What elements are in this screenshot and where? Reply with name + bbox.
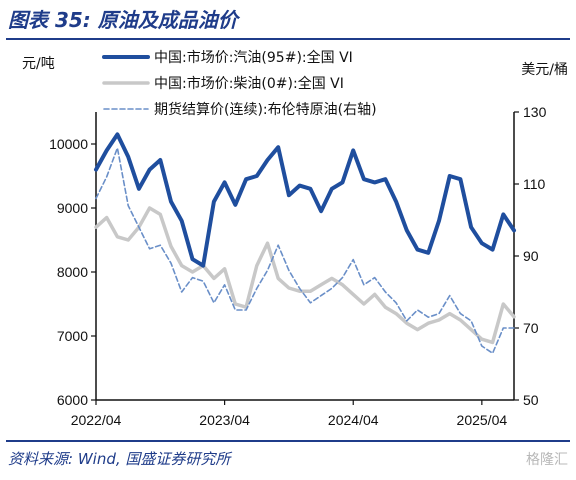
left-axis-unit: 元/吨 bbox=[22, 56, 55, 72]
left-tick-label: 8000 bbox=[57, 264, 88, 280]
legend-label-2: 中国:市场价:柴油(0#):全国 VI bbox=[154, 75, 344, 92]
page-title: 图表 35: 原油及成品油价 bbox=[8, 8, 238, 32]
x-tick-label: 2022/04 bbox=[71, 412, 122, 428]
chart-legend: 中国:市场价:汽油(95#):全国 VI 中国:市场价:柴油(0#):全国 VI 期… bbox=[102, 49, 377, 118]
chart-series bbox=[94, 132, 516, 355]
series-line-3 bbox=[95, 147, 515, 355]
legend-label-1: 中国:市场价:汽油(95#):全国 VI bbox=[154, 49, 353, 66]
left-tick-label: 6000 bbox=[57, 392, 88, 408]
watermark-logo: 格隆汇 bbox=[526, 452, 568, 468]
left-tick-label: 9000 bbox=[57, 200, 88, 216]
right-tick-label: 50 bbox=[523, 392, 539, 408]
series-line-1 bbox=[94, 132, 516, 268]
legend-label-3: 期货结算价(连续):布伦特原油(右轴) bbox=[154, 101, 377, 118]
footer-divider bbox=[6, 440, 570, 442]
right-tick-label: 110 bbox=[523, 176, 546, 192]
chart-axes: 6000 7000 8000 9000 10000 50 70 90 110 130 2022/04… bbox=[49, 104, 547, 428]
series-line-2 bbox=[94, 206, 516, 345]
right-tick-label: 90 bbox=[523, 248, 539, 264]
x-tick-label: 2025/04 bbox=[457, 412, 508, 428]
right-axis-unit: 美元/桶 bbox=[521, 62, 568, 78]
left-tick-label: 10000 bbox=[49, 136, 88, 152]
x-tick-label: 2024/04 bbox=[328, 412, 379, 428]
right-tick-label: 130 bbox=[523, 104, 547, 120]
title-divider bbox=[6, 38, 570, 40]
left-tick-label: 7000 bbox=[57, 328, 88, 344]
right-tick-label: 70 bbox=[523, 320, 539, 336]
x-tick-label: 2023/04 bbox=[199, 412, 250, 428]
source-note: 资料来源: Wind, 国盛证券研究所 bbox=[8, 450, 231, 468]
